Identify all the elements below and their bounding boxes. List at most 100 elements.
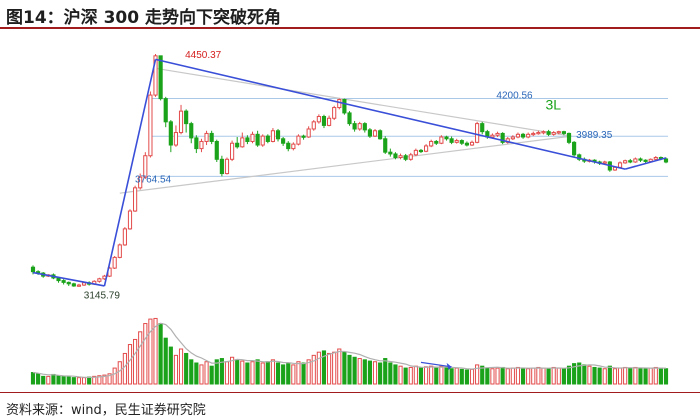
candle-body (454, 140, 459, 143)
volume-bar (434, 367, 439, 385)
candle-body (643, 159, 648, 162)
trend-line-2 (103, 59, 157, 287)
volume-bar (36, 373, 41, 385)
trend-line-1 (32, 271, 105, 287)
volume-bar (311, 354, 316, 385)
volume-bar (623, 366, 628, 385)
volume-bar (418, 367, 424, 385)
volume-arrow (420, 361, 452, 368)
volume-bar (617, 367, 623, 385)
volume-bar (612, 368, 618, 385)
volume-arrow-head (446, 362, 452, 370)
volume-bar (597, 367, 602, 385)
candle-body (76, 284, 82, 287)
volume-bar (286, 363, 291, 385)
candle-body (219, 158, 224, 175)
volume-bar (250, 361, 255, 385)
volume-bar (439, 365, 444, 385)
volume-bar (301, 362, 306, 385)
volume-bar (454, 367, 459, 385)
reference-lines (119, 67, 668, 194)
candle-body (61, 280, 66, 283)
volume-bar (357, 358, 362, 385)
volume-bar (515, 366, 521, 385)
volume-bar (275, 362, 281, 385)
volume-bar (362, 359, 367, 385)
volume-bar (235, 359, 240, 385)
candle-body (275, 130, 281, 140)
volume-bar (449, 368, 454, 385)
candle-body (240, 137, 245, 148)
candle-body (572, 141, 577, 156)
candle-body (500, 132, 505, 143)
candle-body (245, 137, 250, 142)
price-label: 3145.79 (84, 291, 121, 302)
candle-body (510, 136, 515, 140)
volume-bar (326, 352, 332, 385)
volume-moving-average (32, 322, 667, 379)
candle-body (204, 132, 209, 142)
candle-body (526, 133, 531, 138)
volume-bar (245, 362, 250, 385)
volume-bar (178, 348, 184, 385)
candle-body (347, 112, 352, 125)
volume-bar (551, 366, 556, 385)
candle-body (638, 158, 643, 161)
candle-body (301, 135, 306, 138)
volume-bars (30, 317, 669, 385)
candle-body (566, 132, 572, 143)
candle-body (332, 107, 337, 119)
volume-bar (633, 366, 638, 385)
candle-body (536, 132, 541, 135)
volume-bar (281, 364, 286, 385)
candle-body (71, 283, 76, 287)
candle-body (133, 187, 138, 212)
price-label: 4450.37 (185, 50, 222, 61)
candle-body (214, 140, 219, 160)
volume-bar (541, 367, 546, 385)
volume-bar (265, 361, 270, 385)
candle-body (475, 123, 480, 143)
volume-bar (510, 367, 515, 385)
volume-bar (240, 360, 245, 385)
candle-body (194, 137, 199, 150)
candle-body (337, 99, 342, 109)
volume-bar (347, 354, 352, 385)
candle-body (546, 131, 551, 135)
candle-body (398, 155, 403, 159)
candle-body (480, 123, 485, 133)
price-label: 4200.56 (496, 91, 533, 102)
candle-body (184, 110, 189, 125)
trend-lines (32, 58, 667, 287)
candle-body (464, 142, 469, 146)
volume-bar (321, 350, 327, 385)
volume-bar (398, 365, 403, 385)
annotation-label: 3L (545, 96, 561, 112)
candle-body (556, 131, 561, 134)
volume-bar (46, 375, 51, 385)
volume-bar (255, 359, 260, 385)
candle-body (541, 131, 546, 134)
volume-bar (638, 367, 643, 385)
candle-body (265, 135, 270, 142)
candle-body (97, 278, 102, 282)
volume-bar (429, 365, 434, 385)
volume-bar (520, 367, 526, 385)
title-underline (0, 27, 700, 29)
volume-bar (112, 367, 117, 385)
candle-body (469, 141, 475, 146)
volume-bar (556, 367, 561, 385)
volume-bar (51, 373, 56, 385)
candle-body (577, 154, 582, 160)
footer-rule (0, 392, 700, 393)
source-note: 资料来源：wind，民生证券研究院 (6, 403, 206, 418)
candle-body (653, 157, 658, 160)
candle-body (551, 132, 556, 135)
volume-bar (107, 373, 112, 385)
volume-bar (61, 375, 66, 385)
volume-bar (480, 365, 485, 385)
volume-bar (383, 358, 388, 385)
volume-bar (97, 375, 102, 385)
volume-bar (444, 366, 449, 385)
volume-bar (342, 351, 347, 385)
